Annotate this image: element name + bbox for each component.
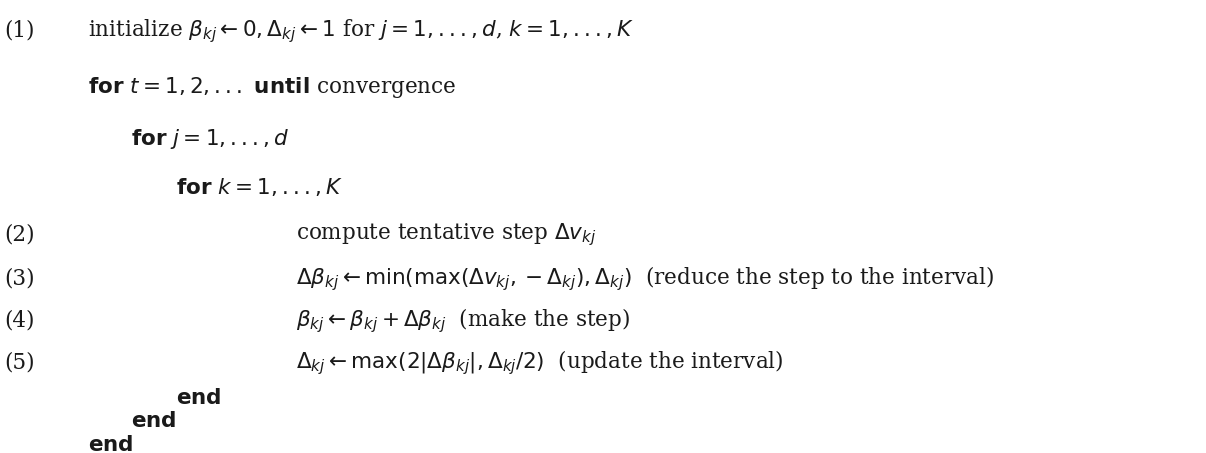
Text: $\mathbf{end}$: $\mathbf{end}$	[88, 434, 134, 453]
Text: (3): (3)	[4, 268, 35, 289]
Text: (5): (5)	[4, 352, 35, 374]
Text: $\mathbf{end}$: $\mathbf{end}$	[176, 387, 222, 410]
Text: compute tentative step $\Delta v_{kj}$: compute tentative step $\Delta v_{kj}$	[297, 221, 597, 248]
Text: (2): (2)	[4, 223, 35, 246]
Text: (4): (4)	[4, 309, 34, 332]
Text: $\Delta_{kj} \leftarrow \mathrm{max}(2|\Delta\beta_{kj}|, \Delta_{kj}/2)$  (upda: $\Delta_{kj} \leftarrow \mathrm{max}(2|\…	[297, 348, 784, 377]
Text: $\mathbf{for}\ t=1,2,...\ \mathbf{until}$ convergence: $\mathbf{for}\ t=1,2,...\ \mathbf{until}…	[88, 75, 456, 100]
Text: $\mathbf{for}\ k=1,...,K$: $\mathbf{for}\ k=1,...,K$	[176, 177, 343, 199]
Text: initialize $\beta_{kj} \leftarrow 0, \Delta_{kj} \leftarrow 1$ for $j=1,...,d$, : initialize $\beta_{kj} \leftarrow 0, \De…	[88, 17, 634, 45]
Text: (1): (1)	[4, 20, 34, 42]
Text: $\beta_{kj} \leftarrow \beta_{kj} + \Delta\beta_{kj}$  (make the step): $\beta_{kj} \leftarrow \beta_{kj} + \Del…	[297, 306, 631, 335]
Text: $\mathbf{for}\ j=1,...,d$: $\mathbf{for}\ j=1,...,d$	[131, 127, 289, 151]
Text: $\Delta\beta_{kj} \leftarrow \mathrm{min}(\mathrm{max}(\Delta v_{kj}, -\Delta_{k: $\Delta\beta_{kj} \leftarrow \mathrm{min…	[297, 264, 995, 293]
Text: $\mathbf{end}$: $\mathbf{end}$	[131, 410, 177, 433]
